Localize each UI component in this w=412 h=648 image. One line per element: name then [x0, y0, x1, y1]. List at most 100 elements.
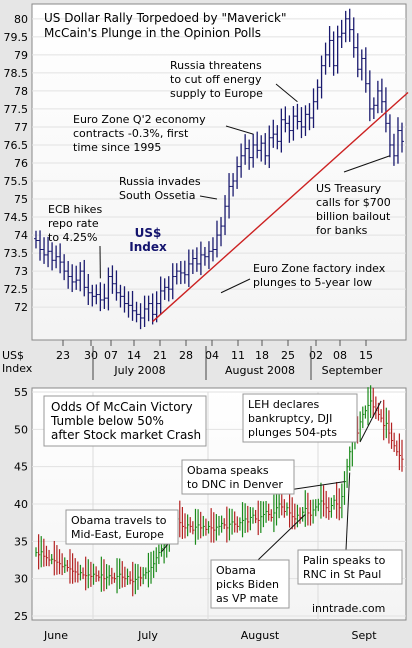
top-ohlc-bar — [227, 173, 232, 219]
top-ohlc-bar — [134, 301, 139, 323]
top-ohlc-bar — [194, 247, 199, 272]
bottom-annotation-pointer — [359, 400, 382, 443]
bottom-ohlc-bar — [315, 499, 318, 517]
bottom-ohlc-bar — [393, 432, 396, 453]
bottom-ohlc-bar — [359, 411, 362, 442]
bottom-ohlc-bar — [192, 521, 195, 535]
bottom-ohlc-bar — [69, 549, 72, 584]
bottom-title-box — [43, 395, 207, 447]
top-month-september: September — [322, 364, 383, 377]
bottom-ohlc-bar — [273, 494, 276, 533]
top-ohlc-bar — [347, 8, 352, 42]
series-label-line-1: US$ — [135, 226, 162, 240]
annotation-box-dnc — [181, 459, 295, 495]
top-x-tick-label: 30 — [84, 349, 98, 362]
top-ohlc-bar — [371, 97, 376, 120]
bottom-ohlc-bar — [121, 561, 124, 588]
bottom-ohlc-bar — [145, 567, 148, 580]
annotation-ecb-line-2: repo rate — [48, 217, 99, 230]
bottom-ohlc-bar — [126, 568, 130, 585]
bottom-ohlc-bar — [153, 550, 156, 578]
bottom-ohlc-bar — [155, 547, 158, 573]
top-y-tick-label: 80 — [14, 13, 28, 26]
bottom-ohlc-bar — [286, 502, 289, 516]
top-plot-area — [31, 3, 407, 341]
bottom-ohlc-bar — [257, 500, 260, 536]
top-ohlc-bar — [243, 134, 248, 165]
top-ohlc-bar — [158, 276, 163, 315]
top-ohlc-bar — [166, 276, 171, 302]
bottom-ohlc-bar — [320, 482, 323, 519]
bottom-ohlc-bar — [262, 501, 266, 528]
annotation-russia-ossetia-line-1: Russia invades — [119, 175, 201, 188]
top-y-axis-label-line-1: US$ — [2, 349, 24, 362]
top-ohlc-bar — [210, 237, 215, 262]
top-gridlines — [32, 18, 406, 308]
top-trendline — [152, 91, 409, 323]
top-annotation-pointer — [225, 125, 254, 135]
top-ohlc-bar — [343, 10, 348, 43]
bottom-ohlc-bar — [244, 503, 247, 533]
bottom-ohlc-bar — [158, 544, 161, 565]
bottom-ohlc-bar — [390, 422, 394, 449]
top-ohlc-bar — [82, 259, 87, 297]
bottom-ohlc-bar — [270, 509, 273, 522]
top-x-tick-label: 07 — [104, 349, 118, 362]
bottom-ohlc-bar — [71, 553, 75, 584]
top-y-tick-label: 73 — [14, 265, 28, 278]
bottom-ohlc-bar — [388, 410, 391, 444]
annotation-treasury-line-2: calls for $700 — [316, 196, 391, 209]
annotation-biden-line-1: Obama — [216, 564, 256, 577]
top-ohlc-bar — [114, 270, 119, 301]
bottom-ohlc-bar — [150, 551, 153, 584]
top-ohlc-bar — [287, 115, 292, 143]
bottom-y-tick-labels: 25 30 35 40 45 50 55 — [14, 386, 28, 623]
bottom-ohlc-bar — [147, 552, 151, 588]
bottom-ohlc-bar — [77, 561, 80, 583]
top-annotation-pointer — [343, 155, 391, 173]
top-ohlc-bar — [70, 264, 75, 293]
bottom-month-june: June — [43, 629, 68, 642]
top-ohlc-bar — [263, 133, 268, 165]
bottom-ohlc-bar — [268, 503, 271, 521]
bottom-ohlc-bar — [66, 560, 69, 572]
top-ohlc-bar — [307, 103, 312, 131]
top-ohlc-bar — [54, 245, 59, 269]
top-y-tick-label: 76.5 — [4, 139, 29, 152]
top-ohlc-bar — [126, 291, 131, 318]
bottom-ohlc-bar — [202, 515, 205, 537]
top-ohlc-bar — [190, 249, 195, 275]
top-ohlc-bar — [355, 33, 360, 78]
bottom-ohlc-bar — [181, 506, 184, 539]
annotation-palin-line-2: RNC in St Paul — [303, 568, 381, 581]
top-ohlc-bar — [98, 282, 103, 312]
annotation-russia-energy-line-2: to cut off energy — [170, 73, 262, 86]
annotation-eurozone-q2-line-2: contracts -0.3%, first — [73, 127, 189, 140]
bottom-ohlc-bar — [53, 540, 56, 576]
bottom-month-august: August — [241, 629, 280, 642]
top-ohlc-bar — [327, 26, 332, 68]
annotation-biden-line-3: as VP mate — [216, 592, 278, 605]
bottom-ohlc-bar — [139, 566, 143, 587]
top-ohlc-bar — [38, 230, 43, 261]
bottom-price-bars — [35, 385, 404, 597]
bottom-ohlc-bar — [288, 489, 292, 528]
top-ohlc-bar — [379, 78, 384, 113]
bottom-ohlc-bar — [205, 518, 208, 536]
bottom-title-line-3: after Stock market Crash — [51, 428, 201, 442]
top-ohlc-bar — [106, 267, 111, 311]
annotation-eurozone-factory-line-2: plunges to 5-year low — [253, 276, 372, 289]
top-ohlc-bar — [102, 283, 107, 309]
bottom-ohlc-bar — [85, 556, 88, 591]
top-ohlc-bar — [110, 265, 115, 294]
top-x-tick-label: 21 — [153, 349, 167, 362]
bottom-ohlc-bar — [215, 514, 218, 541]
bottom-ohlc-bar — [278, 490, 281, 519]
top-ohlc-bar — [319, 55, 324, 99]
top-ohlc-bar — [150, 293, 155, 325]
top-ohlc-bar — [170, 263, 175, 300]
bottom-ohlc-bar — [79, 564, 83, 581]
bottom-ohlc-bar — [367, 387, 370, 426]
bottom-y-tick-label: 50 — [14, 423, 28, 436]
bottom-ohlc-bar — [398, 433, 401, 471]
